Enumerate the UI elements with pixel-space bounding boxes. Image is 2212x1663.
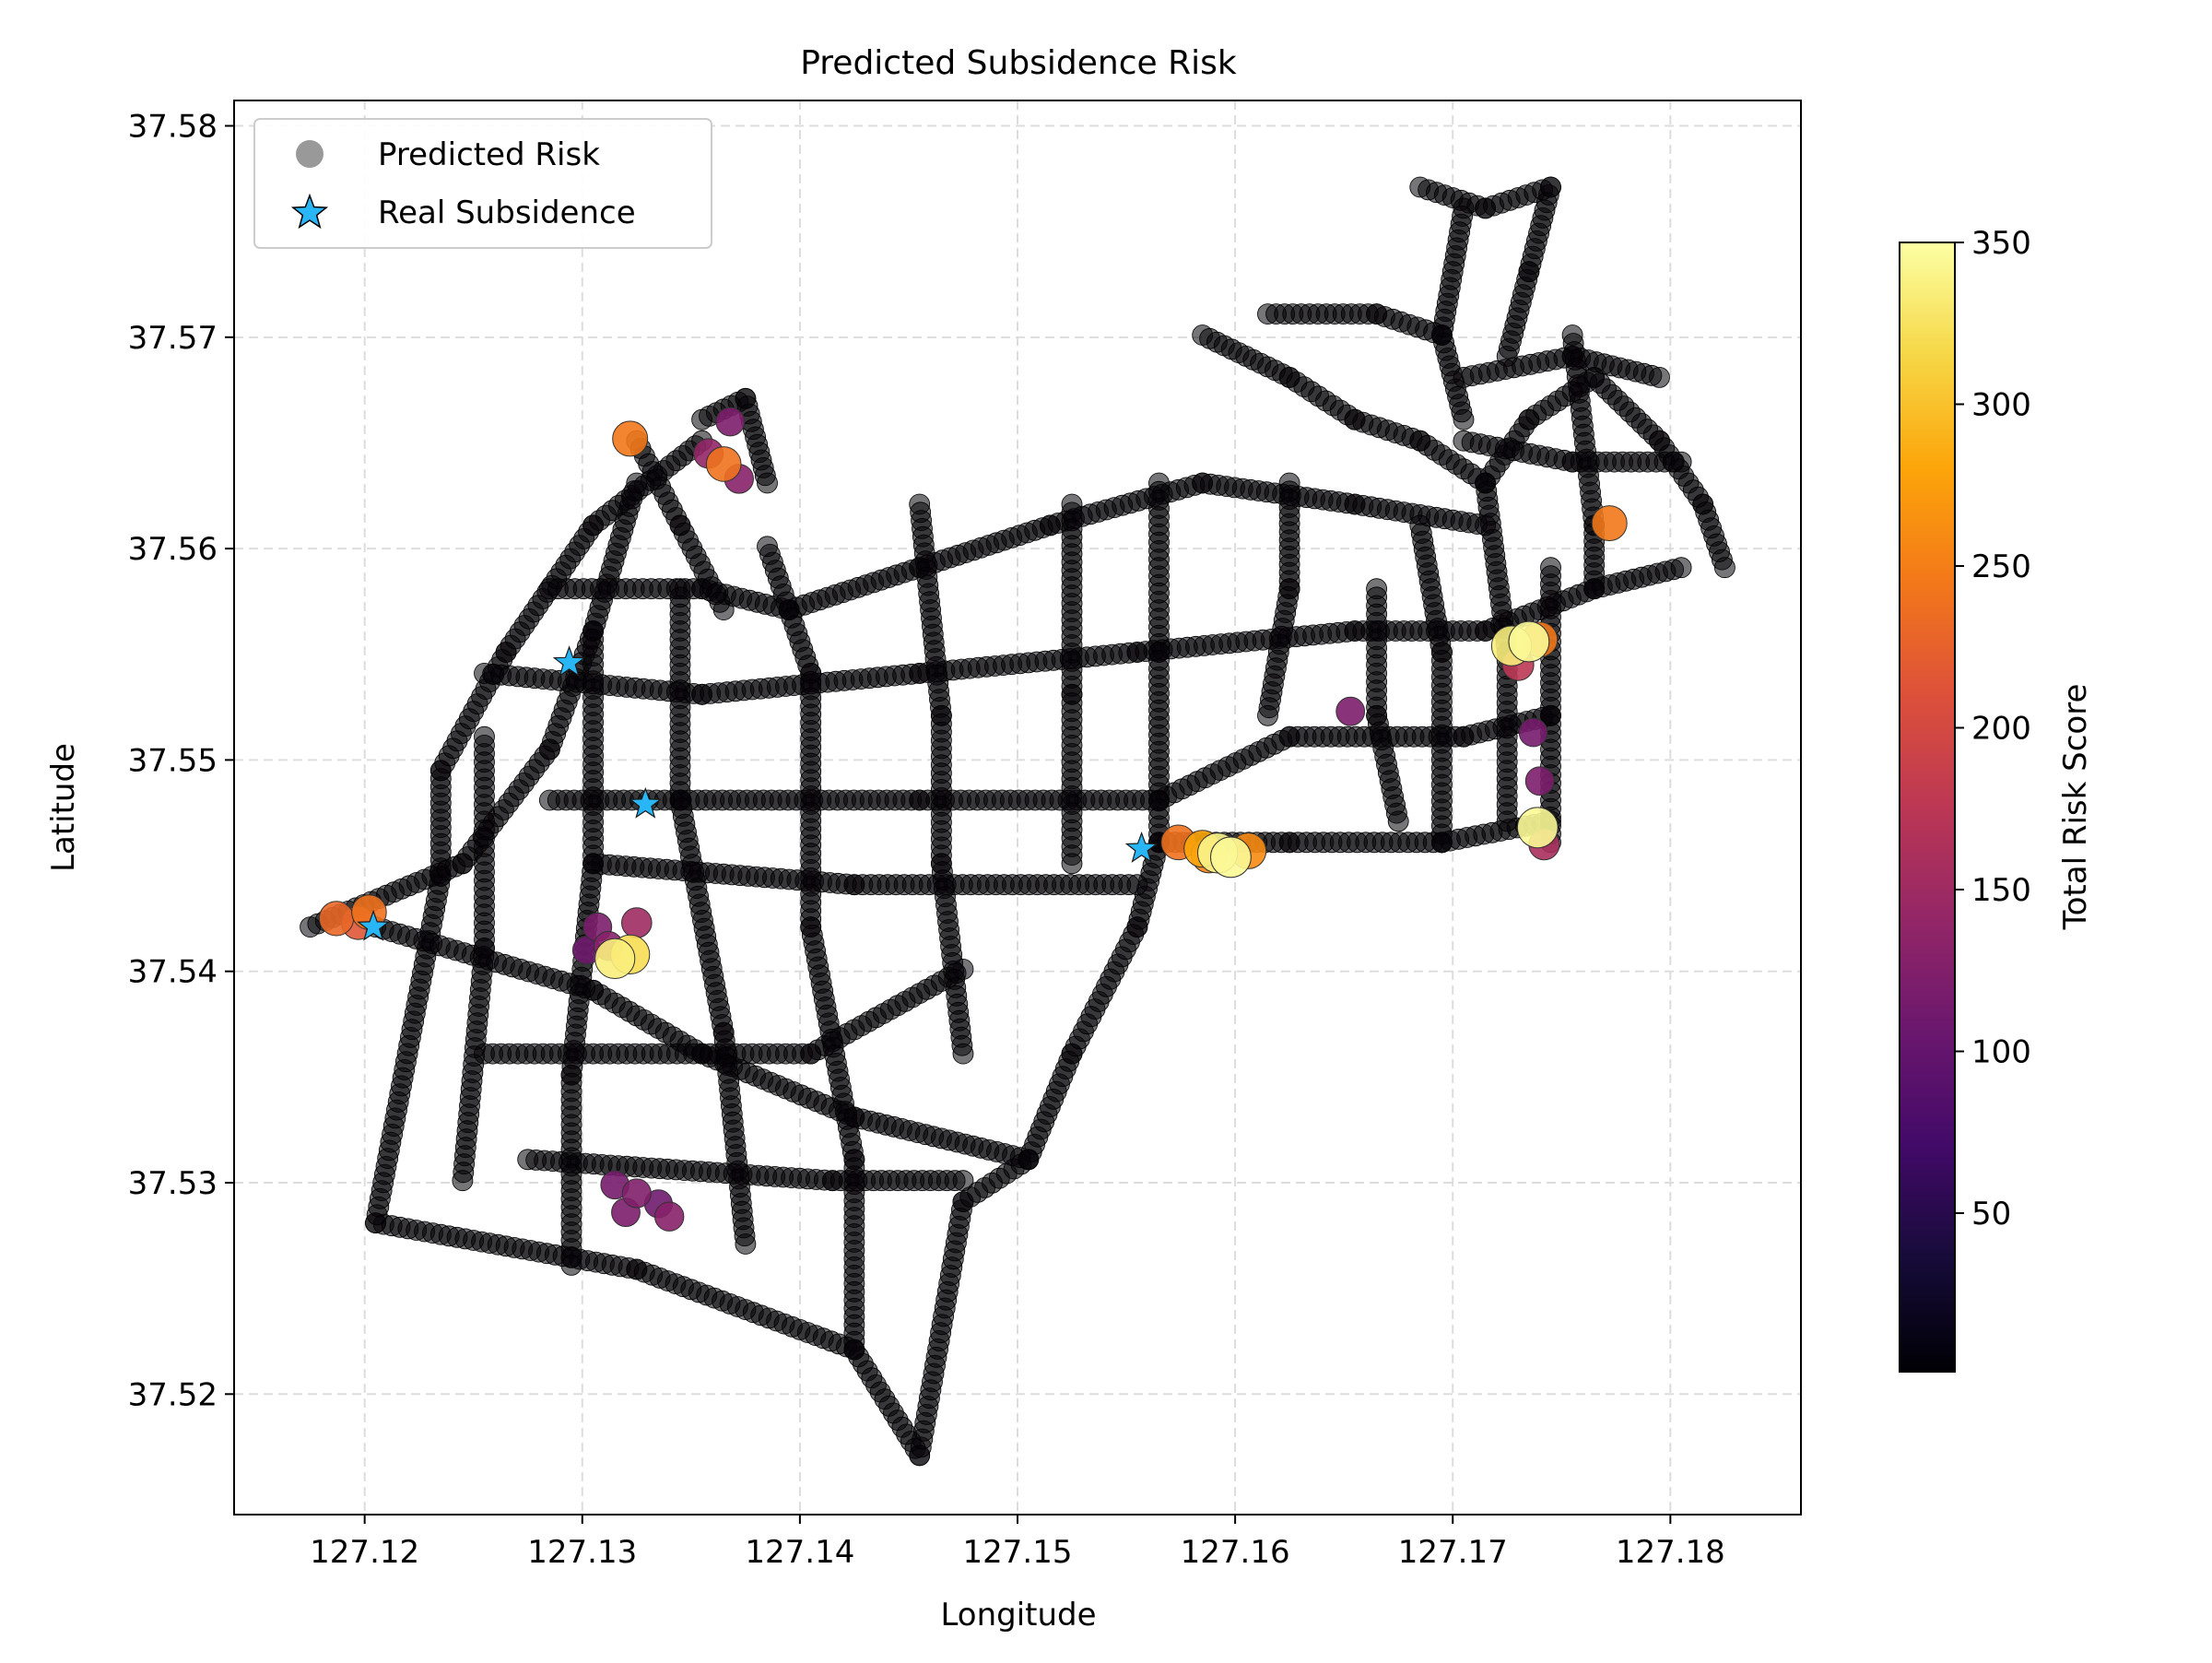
predicted-risk-point xyxy=(318,901,355,937)
predicted-risk-point xyxy=(1431,832,1453,854)
predicted-risk-point xyxy=(1453,408,1475,430)
predicted-risk-point xyxy=(594,938,636,980)
y-tick-label: 37.56 xyxy=(128,531,218,568)
x-tick-label: 127.15 xyxy=(963,1534,1073,1571)
predicted-risk-network xyxy=(300,176,1735,1467)
chart-title: Predicted Subsidence Risk xyxy=(800,44,1237,82)
grid-lines xyxy=(234,100,1801,1515)
predicted-risk-point xyxy=(705,446,742,482)
predicted-risk-point xyxy=(1508,620,1550,663)
predicted-risk-point xyxy=(843,1339,865,1361)
predicted-risk-point xyxy=(1516,807,1559,849)
x-tick-label: 127.12 xyxy=(310,1534,419,1571)
predicted-risk-point xyxy=(1670,451,1692,473)
predicted-risk-point xyxy=(1018,1149,1040,1171)
colorbar-tick-label: 100 xyxy=(1971,1034,2031,1071)
real-subsidence-star xyxy=(357,909,390,941)
predicted-risk-point xyxy=(621,907,653,938)
x-tick-label: 127.17 xyxy=(1398,1534,1508,1571)
predicted-risk-point xyxy=(1591,505,1628,542)
colorbar-tick-label: 200 xyxy=(1971,711,2031,748)
legend-label-predicted-risk: Predicted Risk xyxy=(378,136,600,173)
colorbar-tick-label: 50 xyxy=(1971,1196,2011,1233)
predicted-risk-point xyxy=(621,1178,652,1209)
x-tick-label: 127.16 xyxy=(1181,1534,1290,1571)
real-subsidence-star xyxy=(552,645,586,678)
colorbar-tick-label: 250 xyxy=(1971,548,2031,585)
predicted-risk-point xyxy=(715,407,746,437)
colorbar-tick-label: 300 xyxy=(1971,387,2031,424)
predicted-risk-point xyxy=(952,1043,974,1065)
y-tick-label: 37.53 xyxy=(128,1165,218,1202)
predicted-risk-point xyxy=(757,472,778,494)
colorbar-tick-label: 350 xyxy=(1971,225,2031,262)
predicted-risk-point xyxy=(1431,324,1453,346)
colorbar-tick-label: 150 xyxy=(1971,872,2031,909)
x-tick-label: 127.13 xyxy=(527,1534,637,1571)
colorbar-label: Total Risk Score xyxy=(2057,684,2094,931)
real-subsidence-star xyxy=(629,786,663,819)
predicted-risk-point xyxy=(452,1170,474,1192)
predicted-risk-point xyxy=(612,420,649,457)
x-tick-label: 127.18 xyxy=(1616,1534,1725,1571)
y-tick-label: 37.52 xyxy=(128,1376,218,1413)
predicted-risk-point xyxy=(1540,176,1561,198)
predicted-risk-point xyxy=(712,599,735,620)
predicted-risk-point xyxy=(735,1233,757,1255)
predicted-risk-point xyxy=(1714,557,1735,579)
predicted-risk-point xyxy=(1524,766,1555,796)
predicted-risk-point xyxy=(1061,853,1083,875)
predicted-risk-point xyxy=(560,1255,582,1276)
predicted-risk-point xyxy=(1518,717,1548,748)
legend-marker-predicted-risk xyxy=(296,140,324,168)
legend: Predicted Risk Real Subsidence xyxy=(253,118,712,249)
x-tick-label: 127.14 xyxy=(745,1534,854,1571)
predicted-risk-point xyxy=(654,1201,685,1232)
predicted-risk-point xyxy=(1649,366,1670,388)
predicted-risk-point xyxy=(1257,704,1278,726)
legend-box xyxy=(253,118,712,249)
predicted-risk-point xyxy=(1496,810,1518,832)
predicted-risk-point xyxy=(952,1170,974,1192)
x-axis-label: Longitude xyxy=(940,1597,1096,1634)
predicted-risk-point xyxy=(1670,557,1692,579)
predicted-risk-point xyxy=(1475,472,1496,494)
colorbar-gradient xyxy=(1899,242,1956,1373)
predicted-risk-point xyxy=(1387,810,1409,832)
legend-label-real-subsidence: Real Subsidence xyxy=(378,195,636,231)
real-subsidence-star xyxy=(1124,831,1159,863)
predicted-risk-point xyxy=(1126,874,1148,896)
colorbar: 50 100 150 200 250 300 350 Total Risk Score xyxy=(1899,225,2094,1373)
y-tick-label: 37.54 xyxy=(128,954,218,991)
real-subsidence-markers xyxy=(357,645,1159,941)
predicted-risk-point xyxy=(1210,836,1252,879)
axes: 127.12 127.13 127.14 127.15 127.16 127.17 127.… xyxy=(128,109,1725,1571)
y-tick-label: 37.55 xyxy=(128,742,218,779)
y-tick-label: 37.58 xyxy=(128,109,218,146)
legend-marker-real-subsidence xyxy=(290,193,329,230)
y-tick-label: 37.57 xyxy=(128,320,218,357)
y-axis-label: Latitude xyxy=(45,743,82,872)
predicted-risk-point xyxy=(1335,696,1366,726)
predicted-risk-scored xyxy=(318,407,1628,1232)
predicted-risk-point xyxy=(1583,578,1606,600)
colorbar-ticks: 50 100 150 200 250 300 350 xyxy=(1955,225,2031,1233)
plot-data xyxy=(300,176,1735,1467)
